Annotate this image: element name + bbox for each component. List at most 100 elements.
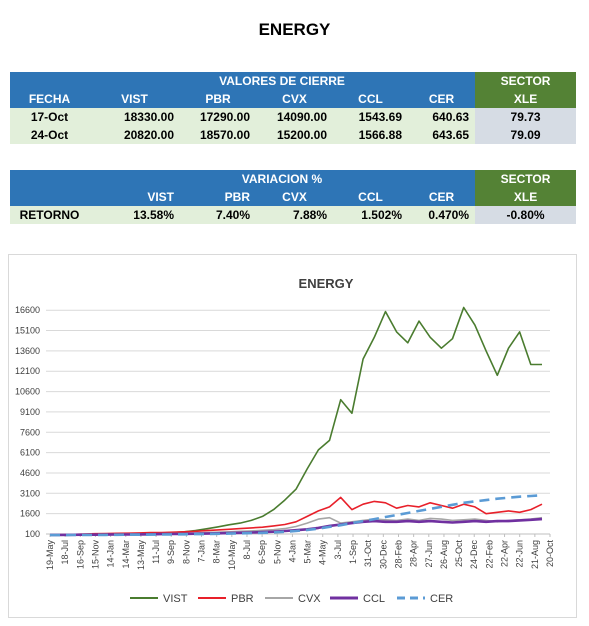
ccl-cell: 1566.88 [333,126,408,144]
legend-label: CER [430,593,453,605]
y-tick-label: 15100 [15,326,40,336]
pbr-cell: 17290.00 [180,108,256,126]
x-tick-label: 4-May [318,540,328,566]
x-tick-label: 16-Sep [75,540,85,569]
sector-column-header: XLE [475,90,577,108]
x-tick-label: 19-May [45,540,55,571]
pbr-cell: 18570.00 [180,126,256,144]
variation-table: VARIACION % SECTOR VIST PBR CVX CCL CER … [10,170,577,224]
x-tick-label: 28-Apr [409,540,419,567]
vist-cell: 20820.00 [89,126,180,144]
x-tick-label: 28-Feb [393,540,403,569]
xle-cell: 79.09 [475,126,577,144]
x-tick-label: 21-Aug [530,540,540,569]
column-header: VIST [89,90,180,108]
cer-cell: 0.470% [408,206,476,224]
y-tick-label: 10600 [15,387,40,397]
column-header: PBR [180,188,256,206]
x-tick-label: 27-Jun [424,540,434,568]
y-tick-label: 100 [25,529,40,539]
ccl-cell: 1.502% [333,206,408,224]
ccl-cell: 1543.69 [333,108,408,126]
column-header: CVX [256,188,333,206]
x-tick-label: 15-Nov [90,540,100,570]
date-cell: 17-Oct [10,108,89,126]
column-header: VIST [89,188,180,206]
x-tick-label: 1-Sep [348,540,358,564]
column-header [10,188,89,206]
legend-label: PBR [231,593,254,605]
x-tick-label: 22-Feb [484,540,494,569]
x-tick-label: 13-May [136,540,146,571]
x-tick-label: 25-Oct [454,540,464,568]
x-tick-label: 26-Aug [439,540,449,569]
x-tick-label: 10-May [227,540,237,571]
y-tick-label: 6100 [20,448,40,458]
y-tick-label: 1600 [20,509,40,519]
x-tick-label: 5-Mar [303,540,313,564]
x-tick-label: 18-Jul [60,540,70,565]
legend-label: CVX [298,593,321,605]
chart-title: ENERGY [299,276,354,291]
x-tick-label: 4-Jan [287,540,297,563]
column-header: CER [408,90,476,108]
sector-header: SECTOR [475,170,577,188]
x-tick-label: 14-Jan [106,540,116,568]
cvx-cell: 14090.00 [256,108,333,126]
x-tick-label: 3-Jul [333,540,343,560]
x-tick-label: 5-Nov [272,540,282,565]
y-tick-label: 7600 [20,427,40,437]
x-tick-label: 8-Jul [242,540,252,560]
series-line-cer [50,494,543,537]
x-tick-label: 8-Nov [181,540,191,565]
y-tick-label: 16600 [15,305,40,315]
closing-group-header: VALORES DE CIERRE [89,72,476,90]
table-row: 17-Oct 18330.00 17290.00 14090.00 1543.6… [10,108,577,126]
y-tick-label: 3100 [20,488,40,498]
xle-cell: 79.73 [475,108,577,126]
x-tick-label: 11-Jul [151,540,161,564]
legend-label: VIST [163,593,188,605]
series-line-vist [49,306,542,536]
x-tick-label: 14-Mar [121,540,131,569]
y-tick-label: 12100 [15,366,40,376]
vist-cell: 13.58% [89,206,180,224]
sector-column-header: XLE [475,188,577,206]
cer-cell: 643.65 [408,126,476,144]
cer-cell: 640.63 [408,108,476,126]
variation-group-header: VARIACION % [89,170,476,188]
table-row: 24-Oct 20820.00 18570.00 15200.00 1566.8… [10,126,577,144]
page-title: ENERGY [258,20,331,39]
x-tick-label: 24-Dec [469,540,479,570]
column-header: CVX [256,90,333,108]
xle-cell: -0.80% [475,206,577,224]
column-header: CER [408,188,476,206]
y-tick-label: 13600 [15,346,40,356]
vist-cell: 18330.00 [89,108,180,126]
series-line-pbr [49,496,543,536]
x-tick-label: 30-Dec [378,540,388,570]
y-tick-label: 4600 [20,468,40,478]
x-tick-label: 6-Sep [257,540,267,564]
row-label: RETORNO [10,206,89,224]
x-tick-label: 8-Mar [212,540,222,564]
x-tick-label: 22-Jun [515,540,525,568]
x-tick-label: 22-Apr [500,540,510,567]
column-header: FECHA [10,90,89,108]
cvx-cell: 15200.00 [256,126,333,144]
x-tick-label: 20-Oct [545,540,555,568]
closing-values-table: VALORES DE CIERRE SECTOR FECHA VIST PBR … [10,72,577,144]
sector-header: SECTOR [475,72,577,90]
column-header: PBR [180,90,256,108]
legend-label: CCL [363,593,385,605]
column-header: CCL [333,188,408,206]
cvx-cell: 7.88% [256,206,333,224]
x-tick-label: 9-Sep [166,540,176,564]
pbr-cell: 7.40% [180,206,256,224]
x-tick-label: 7-Jan [197,540,207,563]
date-cell: 24-Oct [10,126,89,144]
x-tick-label: 31-Oct [363,540,373,568]
column-header: CCL [333,90,408,108]
y-tick-label: 9100 [20,407,40,417]
